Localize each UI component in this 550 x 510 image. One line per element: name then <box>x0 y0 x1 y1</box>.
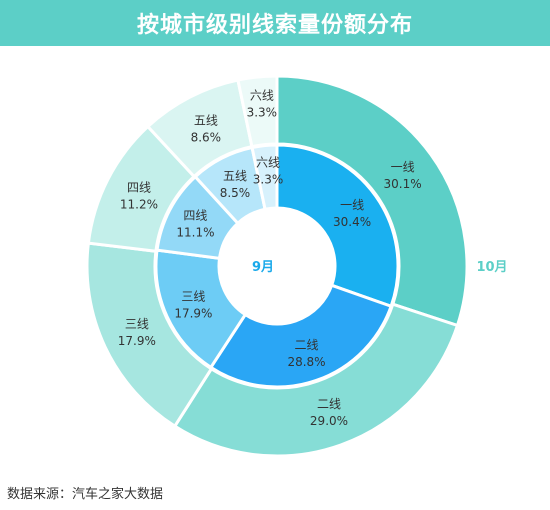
inner-category-label-1: 一线 <box>340 198 364 212</box>
inner-category-label-2: 二线 <box>295 338 319 352</box>
inner-slice-1 <box>275 143 400 309</box>
data-source-note: 数据来源：汽车之家大数据 <box>7 487 164 502</box>
inner-value-label-3: 17.9% <box>174 306 212 320</box>
inner-value-label-5: 8.5% <box>220 186 251 200</box>
inner-category-label-3: 三线 <box>181 289 205 303</box>
inner-slice-6 <box>250 143 279 212</box>
outer-category-label-5: 五线 <box>194 113 218 127</box>
inner-slice-2 <box>208 283 394 389</box>
inner-value-label-2: 28.8% <box>287 355 325 369</box>
outer-value-label-2: 29.0% <box>310 414 348 428</box>
outer-value-label-4: 11.2% <box>120 197 158 211</box>
inner-value-label-6: 3.3% <box>253 172 284 186</box>
outer-ring-10m <box>85 74 469 458</box>
outer-category-label-1: 一线 <box>391 160 415 174</box>
outer-category-label-6: 六线 <box>250 89 274 103</box>
inner-category-label-5: 五线 <box>223 169 247 183</box>
outer-value-label-3: 17.9% <box>118 334 156 348</box>
chart-title: 按城市级别线索量份额分布 <box>0 0 550 46</box>
inner-category-label-6: 六线 <box>256 155 280 169</box>
outer-value-label-5: 8.6% <box>191 130 222 144</box>
slice-labels: 一线 30.1% 二线 29.0% 三线 17.9% 四线 11.2% 五线 8.6% 六线 3.3%… <box>118 89 422 428</box>
inner-ring-9m <box>154 143 400 389</box>
outer-value-label-1: 30.1% <box>384 177 422 191</box>
inner-value-label-4: 11.1% <box>176 225 214 239</box>
inner-series-label: 9月 <box>252 260 274 275</box>
outer-category-label-4: 四线 <box>127 180 151 194</box>
outer-category-label-2: 二线 <box>317 397 341 411</box>
outer-category-label-3: 三线 <box>125 317 149 331</box>
nested-donut-chart: 一线 30.1% 二线 29.0% 三线 17.9% 四线 11.2% 五线 8.6% 六线 3.3%… <box>85 74 508 458</box>
inner-value-label-1: 30.4% <box>333 215 371 229</box>
inner-category-label-4: 四线 <box>183 208 207 222</box>
outer-series-label: 10月 <box>476 260 507 275</box>
outer-value-label-6: 3.3% <box>247 106 278 120</box>
